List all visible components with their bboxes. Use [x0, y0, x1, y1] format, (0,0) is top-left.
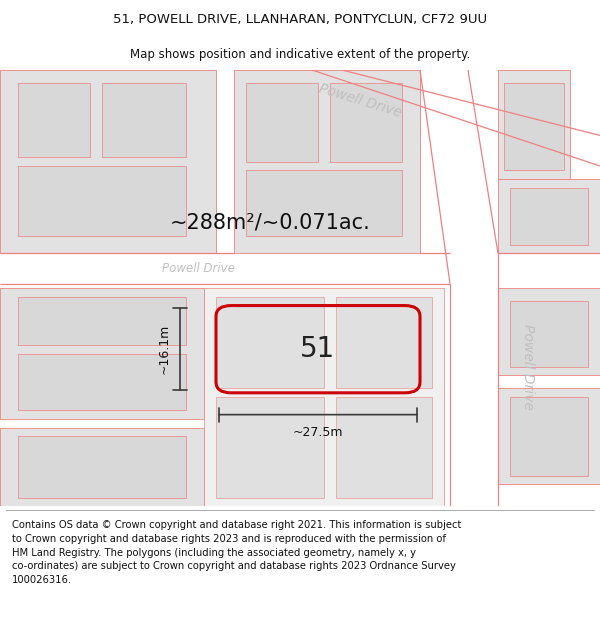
Polygon shape: [0, 70, 216, 253]
Polygon shape: [498, 70, 570, 179]
Polygon shape: [0, 428, 204, 506]
Bar: [510, 398, 588, 476]
Text: Powell Drive: Powell Drive: [161, 262, 235, 275]
Bar: [18, 83, 90, 158]
Bar: [510, 301, 588, 367]
Text: ~27.5m: ~27.5m: [293, 426, 343, 439]
Text: 51, POWELL DRIVE, LLANHARAN, PONTYCLUN, CF72 9UU: 51, POWELL DRIVE, LLANHARAN, PONTYCLUN, …: [113, 13, 487, 26]
Polygon shape: [498, 288, 600, 376]
Polygon shape: [0, 253, 600, 284]
Bar: [18, 354, 186, 410]
Bar: [246, 83, 318, 162]
Text: Powell Drive: Powell Drive: [521, 324, 535, 409]
Text: Powell Drive: Powell Drive: [317, 81, 403, 120]
Bar: [216, 398, 324, 498]
Text: ~16.1m: ~16.1m: [158, 324, 171, 374]
Polygon shape: [498, 179, 600, 253]
Bar: [18, 166, 186, 236]
Polygon shape: [204, 288, 444, 506]
Text: 51: 51: [301, 335, 335, 363]
Text: Map shows position and indicative extent of the property.: Map shows position and indicative extent…: [130, 48, 470, 61]
Bar: [510, 188, 588, 244]
Bar: [504, 83, 564, 171]
Polygon shape: [0, 288, 204, 419]
Bar: [330, 83, 402, 162]
Bar: [18, 297, 186, 345]
Polygon shape: [450, 284, 498, 506]
Polygon shape: [498, 389, 600, 484]
Bar: [336, 297, 432, 389]
Polygon shape: [312, 70, 600, 166]
Text: Contains OS data © Crown copyright and database right 2021. This information is : Contains OS data © Crown copyright and d…: [12, 521, 461, 585]
Text: ~288m²/~0.071ac.: ~288m²/~0.071ac.: [170, 213, 370, 232]
Polygon shape: [234, 70, 420, 253]
Polygon shape: [420, 70, 498, 284]
Bar: [246, 171, 402, 236]
Bar: [216, 297, 324, 389]
Bar: [336, 398, 432, 498]
Bar: [102, 83, 186, 158]
Bar: [18, 436, 186, 498]
